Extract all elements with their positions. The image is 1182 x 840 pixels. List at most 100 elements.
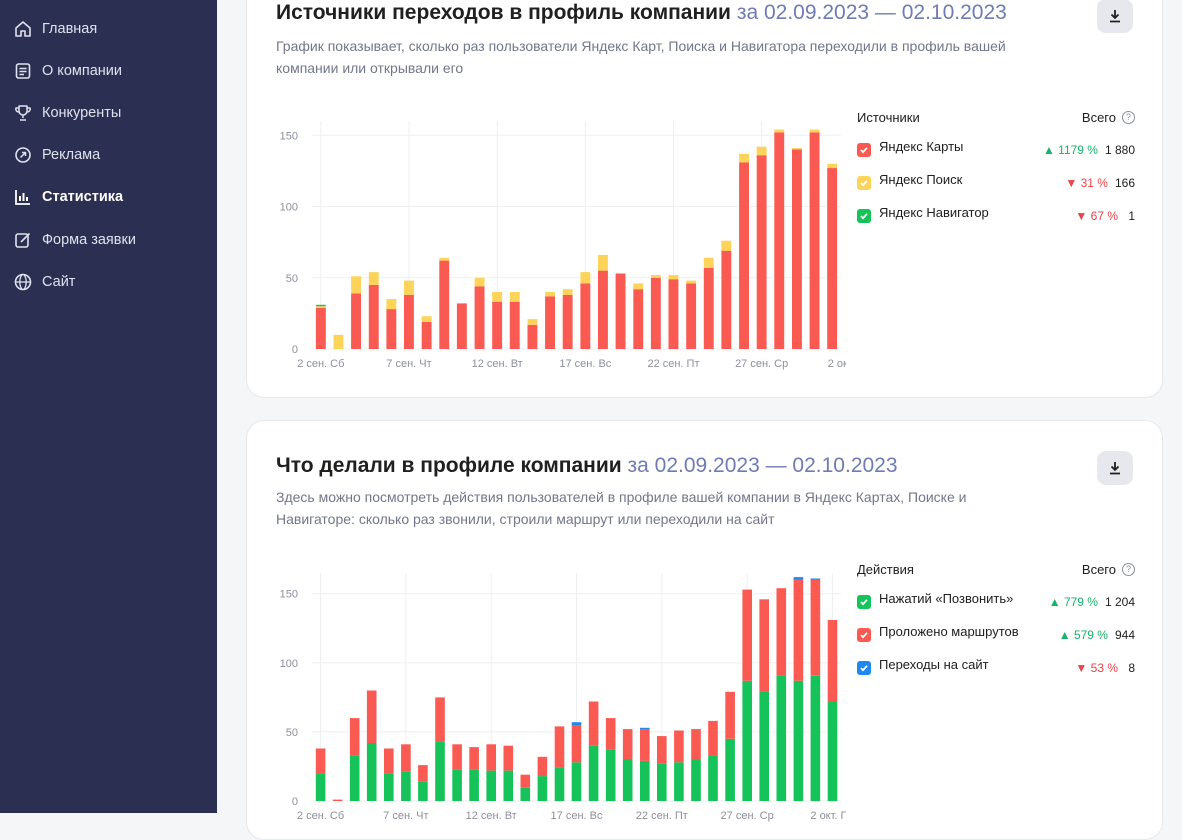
- legend-item-site-visits[interactable]: Переходы на сайт ▼ 53 % 8: [857, 651, 1135, 684]
- bar-segment[interactable]: [386, 299, 397, 310]
- bar-segment[interactable]: [520, 774, 531, 788]
- bar-segment[interactable]: [827, 163, 838, 169]
- bar-segment[interactable]: [580, 283, 591, 349]
- bar-segment[interactable]: [640, 760, 650, 801]
- bar-segment[interactable]: [793, 579, 804, 681]
- bar-segment[interactable]: [486, 744, 496, 771]
- bar-segment[interactable]: [721, 240, 732, 251]
- bar-segment[interactable]: [384, 773, 394, 801]
- bar-segment[interactable]: [725, 738, 735, 801]
- checkbox-icon[interactable]: [857, 594, 871, 609]
- bar-segment[interactable]: [333, 334, 344, 350]
- sidebar-item-site[interactable]: Сайт: [0, 262, 217, 302]
- bar-segment[interactable]: [580, 272, 591, 284]
- bar-segment[interactable]: [368, 272, 379, 285]
- bar-segment[interactable]: [469, 769, 479, 801]
- bar-segment[interactable]: [537, 756, 548, 777]
- bar-segment[interactable]: [545, 292, 555, 297]
- bar-segment[interactable]: [571, 722, 582, 725]
- legend-item-maps[interactable]: Яндекс Карты ▲ 1179 % 1 880: [857, 133, 1135, 166]
- sidebar-item-home[interactable]: Главная: [0, 9, 217, 49]
- bar-segment[interactable]: [503, 745, 514, 771]
- bar-segment[interactable]: [509, 302, 520, 349]
- bar-segment[interactable]: [708, 755, 718, 801]
- checkbox-icon[interactable]: [857, 142, 871, 157]
- sidebar-item-ads[interactable]: Реклама: [0, 135, 217, 175]
- bar-segment[interactable]: [810, 675, 821, 801]
- bar-segment[interactable]: [792, 148, 802, 150]
- bar-segment[interactable]: [503, 770, 514, 801]
- bar-segment[interactable]: [622, 759, 633, 802]
- bar-segment[interactable]: [492, 292, 503, 302]
- bar-segment[interactable]: [439, 257, 450, 261]
- help-icon[interactable]: ?: [1122, 110, 1135, 124]
- bar-segment[interactable]: [474, 286, 485, 349]
- bar-segment[interactable]: [668, 274, 679, 280]
- bar-segment[interactable]: [691, 759, 701, 802]
- bar-segment[interactable]: [657, 736, 667, 764]
- checkbox-icon[interactable]: [857, 627, 871, 642]
- bar-segment[interactable]: [615, 273, 626, 350]
- bar-segment[interactable]: [756, 155, 767, 349]
- bar-segment[interactable]: [418, 765, 428, 782]
- legend-item-routes[interactable]: Проложено маршрутов ▲ 579 % 944: [857, 618, 1135, 651]
- bar-segment[interactable]: [404, 280, 414, 295]
- bar-segment[interactable]: [674, 762, 684, 801]
- bar-segment[interactable]: [351, 293, 361, 349]
- sidebar-item-competitors[interactable]: Конкуренты: [0, 93, 217, 133]
- bar-segment[interactable]: [810, 579, 821, 676]
- bar-segment[interactable]: [793, 577, 804, 580]
- bar-segment[interactable]: [554, 767, 565, 801]
- bar-segment[interactable]: [332, 799, 343, 801]
- bar-segment[interactable]: [739, 162, 749, 349]
- bar-segment[interactable]: [486, 770, 496, 801]
- bar-segment[interactable]: [520, 787, 531, 801]
- bar-segment[interactable]: [739, 153, 749, 163]
- bar-segment[interactable]: [657, 763, 667, 801]
- bar-segment[interactable]: [598, 254, 608, 271]
- bar-segment[interactable]: [827, 701, 838, 802]
- sidebar-item-about[interactable]: О компании: [0, 51, 217, 91]
- download-button[interactable]: [1097, 451, 1133, 485]
- bar-segment[interactable]: [349, 755, 360, 801]
- bar-segment[interactable]: [725, 691, 735, 739]
- bar-segment[interactable]: [315, 307, 326, 349]
- checkbox-icon[interactable]: [857, 660, 871, 675]
- bar-segment[interactable]: [537, 776, 548, 801]
- bar-segment[interactable]: [588, 701, 599, 746]
- bar-segment[interactable]: [562, 294, 573, 349]
- bar-segment[interactable]: [366, 690, 377, 744]
- bar-segment[interactable]: [571, 762, 582, 801]
- bar-segment[interactable]: [703, 267, 714, 349]
- download-button[interactable]: [1097, 0, 1133, 33]
- bar-segment[interactable]: [640, 729, 650, 761]
- bar-segment[interactable]: [452, 769, 462, 801]
- bar-segment[interactable]: [315, 306, 326, 308]
- bar-segment[interactable]: [605, 749, 616, 801]
- checkbox-icon[interactable]: [857, 208, 871, 223]
- bar-segment[interactable]: [674, 730, 684, 763]
- bar-segment[interactable]: [776, 588, 787, 676]
- bar-segment[interactable]: [633, 283, 644, 290]
- bar-segment[interactable]: [509, 292, 520, 302]
- bar-segment[interactable]: [742, 680, 752, 801]
- bar-segment[interactable]: [774, 132, 785, 349]
- checkbox-icon[interactable]: [857, 175, 871, 190]
- bar-segment[interactable]: [598, 270, 608, 349]
- bar-segment[interactable]: [401, 772, 411, 801]
- bar-segment[interactable]: [827, 168, 838, 349]
- bar-segment[interactable]: [545, 296, 555, 349]
- bar-segment[interactable]: [691, 729, 701, 760]
- help-icon[interactable]: ?: [1122, 562, 1135, 576]
- bar-segment[interactable]: [792, 149, 802, 350]
- bar-segment[interactable]: [469, 747, 479, 770]
- bar-segment[interactable]: [668, 279, 679, 349]
- bar-segment[interactable]: [622, 729, 633, 760]
- bar-segment[interactable]: [527, 319, 538, 325]
- bar-segment[interactable]: [650, 277, 661, 350]
- bar-segment[interactable]: [421, 316, 432, 322]
- bar-segment[interactable]: [650, 274, 661, 278]
- bar-segment[interactable]: [474, 277, 485, 287]
- bar-segment[interactable]: [456, 303, 467, 349]
- bar-segment[interactable]: [708, 720, 718, 756]
